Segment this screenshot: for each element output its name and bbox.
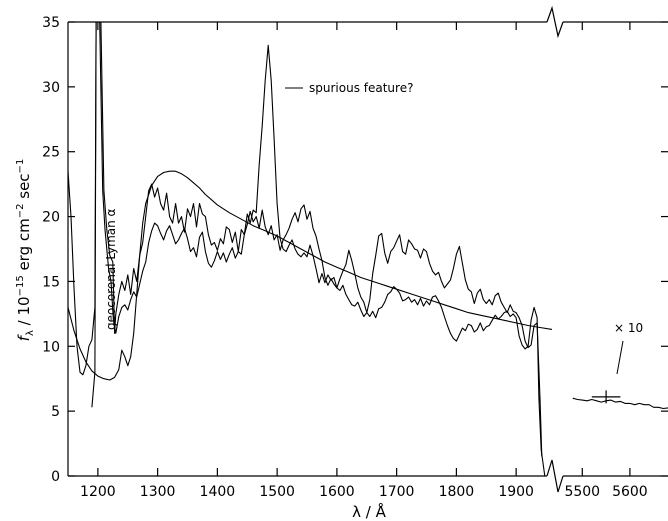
y-tick-label-4: 20 (42, 210, 60, 226)
series-line-3 (572, 397, 668, 410)
y-label-unit-b: erg cm (15, 218, 33, 275)
series-line-0 (67, 21, 546, 477)
x-tick-label-1: 1300 (140, 484, 176, 500)
series-layer (67, 21, 668, 477)
axis-break-bottom (546, 459, 564, 493)
y-axis-ticks: 0 5 10 15 20 25 30 35 (42, 15, 668, 485)
annotations: spurious feature? geocoronal Lyman α × 1… (104, 81, 643, 375)
y-label-exp-c: −1 (15, 159, 26, 174)
x-tick-label-2: 1400 (200, 484, 236, 500)
x-axis-label: λ / Å (352, 502, 386, 521)
y-axis-label: fλ / 10−15 erg cm−2 sec−1 (15, 159, 36, 342)
y-label-lambda-sub: λ (25, 330, 36, 336)
series-line-2 (67, 170, 553, 381)
x-inset-tick-label-1: 5600 (612, 484, 648, 500)
y-label-unit-a: / 10 (15, 296, 33, 330)
y-tick-label-2: 10 (42, 339, 60, 355)
y-tick-label-7: 35 (42, 15, 60, 31)
x-axis-ticks: 1200 1300 1400 1500 1600 1700 1800 1900 5500 5600 (80, 22, 648, 500)
y-tick-label-3: 15 (42, 274, 60, 290)
x-tick-label-5: 1700 (379, 484, 415, 500)
x-tick-label-4: 1600 (319, 484, 355, 500)
y-label-exp-a: −15 (15, 275, 26, 296)
y-tick-label-5: 25 (42, 145, 60, 161)
annotation-geocoronal-lyman: geocoronal Lyman α (104, 208, 118, 330)
y-tick-label-0: 0 (51, 469, 60, 485)
y-tick-label-6: 30 (42, 80, 60, 96)
x-tick-label-3: 1500 (259, 484, 295, 500)
axis-break-top (546, 5, 564, 39)
y-label-f: f (15, 333, 33, 341)
y-label-exp-b: −2 (15, 204, 26, 219)
axes-frame (67, 5, 668, 493)
times-ten-pointer-line (616, 340, 624, 375)
x-tick-label-7: 1900 (498, 484, 534, 500)
x-tick-label-0: 1200 (80, 484, 116, 500)
annotation-spurious-feature: spurious feature? (309, 81, 413, 95)
x-inset-tick-label-0: 5500 (564, 484, 600, 500)
y-label-unit-c: sec (15, 173, 33, 203)
x-tick-label-6: 1800 (439, 484, 475, 500)
series-line-1 (91, 21, 543, 457)
y-tick-label-1: 5 (51, 404, 60, 420)
annotation-times-ten: × 10 (614, 321, 643, 335)
